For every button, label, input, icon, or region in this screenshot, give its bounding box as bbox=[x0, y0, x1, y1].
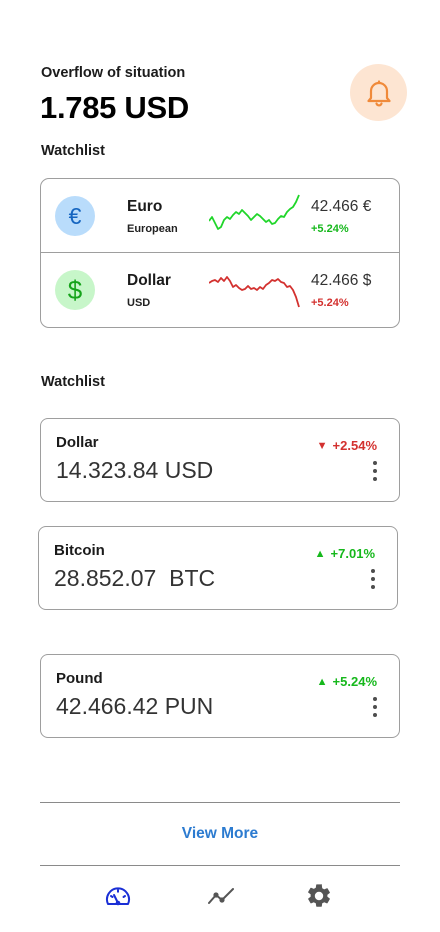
header-subtitle: Overflow of situation bbox=[41, 65, 186, 81]
asset-card-pound[interactable]: Pound 42.466.42 PUN ▲ +5.24% bbox=[40, 654, 400, 738]
asset-amount: 28.852.07 BTC bbox=[54, 565, 216, 591]
watchlist-row-euro[interactable]: € Euro European 42.466 € +5.24% bbox=[41, 179, 399, 253]
more-options-button[interactable] bbox=[369, 569, 377, 589]
gear-icon bbox=[308, 884, 330, 907]
euro-icon: € bbox=[55, 196, 95, 236]
asset-amount: 42.466.42 PUN bbox=[56, 693, 214, 719]
currency-name: Dollar bbox=[127, 272, 171, 289]
currency-name: Euro bbox=[127, 198, 163, 215]
currency-change: +5.24% bbox=[311, 223, 349, 235]
currency-subtitle: European bbox=[127, 223, 178, 235]
bell-icon bbox=[366, 79, 391, 106]
asset-card-bitcoin[interactable]: Bitcoin 28.852.07 BTC ▲ +7.01% bbox=[38, 526, 398, 610]
watchlist-title-secondary: Watchlist bbox=[41, 374, 105, 390]
asset-change: ▲ +7.01% bbox=[315, 546, 375, 561]
asset-name: Bitcoin bbox=[54, 542, 105, 559]
nav-settings[interactable] bbox=[303, 880, 335, 912]
more-options-button[interactable] bbox=[371, 697, 379, 717]
watchlist-summary: € Euro European 42.466 € +5.24% $ Dollar… bbox=[40, 178, 400, 328]
watchlist-title: Watchlist bbox=[41, 143, 105, 159]
euro-sparkline bbox=[209, 194, 300, 230]
view-more-button[interactable]: View More bbox=[181, 825, 259, 842]
asset-change: ▲ +5.24% bbox=[317, 674, 377, 689]
asset-card-dollar[interactable]: Dollar 14.323.84 USD ▼ +2.54% bbox=[40, 418, 400, 502]
divider bbox=[40, 865, 400, 866]
asset-name: Dollar bbox=[56, 434, 99, 451]
up-arrow-icon: ▲ bbox=[314, 547, 326, 560]
dollar-sparkline bbox=[209, 276, 300, 308]
currency-change: +5.24% bbox=[311, 297, 349, 309]
down-arrow-icon: ▼ bbox=[316, 439, 328, 452]
divider bbox=[40, 802, 400, 803]
total-balance: 1.785 USD bbox=[40, 90, 189, 125]
asset-change-value: +2.54% bbox=[332, 438, 377, 453]
trend-chart-icon bbox=[208, 888, 234, 904]
up-arrow-icon: ▲ bbox=[316, 675, 328, 688]
asset-change: ▼ +2.54% bbox=[317, 438, 377, 453]
nav-dashboard[interactable] bbox=[102, 880, 134, 912]
asset-change-value: +5.24% bbox=[332, 674, 377, 689]
currency-subtitle: USD bbox=[127, 297, 151, 309]
dollar-icon: $ bbox=[55, 270, 95, 310]
asset-amount: 14.323.84 USD bbox=[56, 457, 214, 483]
nav-markets[interactable] bbox=[205, 880, 237, 912]
watchlist-row-dollar[interactable]: $ Dollar USD 42.466 $ +5.24% bbox=[41, 253, 399, 327]
asset-change-value: +7.01% bbox=[330, 546, 375, 561]
currency-value: 42.466 $ bbox=[311, 272, 372, 289]
speedometer-icon bbox=[106, 887, 130, 906]
currency-value: 42.466 € bbox=[311, 198, 372, 215]
asset-name: Pound bbox=[56, 670, 103, 687]
notifications-button[interactable] bbox=[350, 64, 407, 121]
more-options-button[interactable] bbox=[371, 461, 379, 481]
